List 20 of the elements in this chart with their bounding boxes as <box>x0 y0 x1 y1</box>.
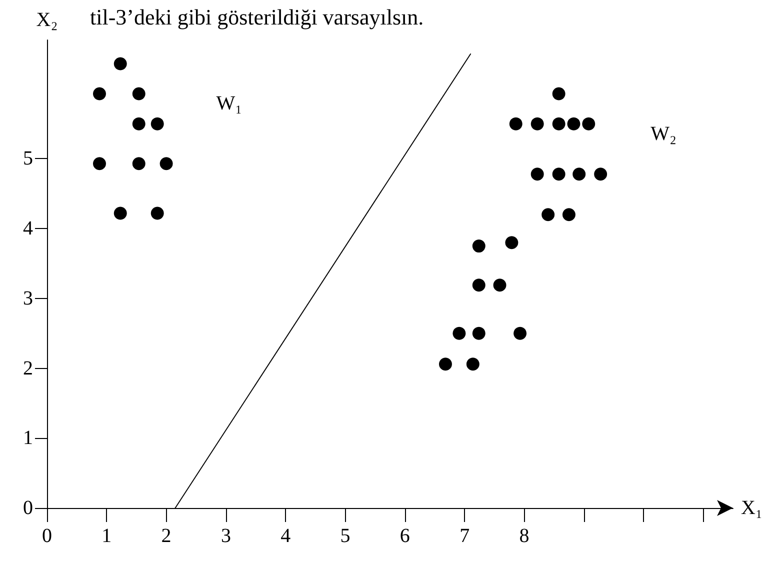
x-tick-label: 6 <box>400 525 410 547</box>
text: W₁ <box>216 92 242 115</box>
x-tick-label: 0 <box>42 525 52 547</box>
y-tick-label: 5 <box>23 148 33 170</box>
x-tick-label: 2 <box>161 525 172 547</box>
y-tick-label: 4 <box>23 218 33 240</box>
y-tick-label: 3 <box>23 287 33 310</box>
x-tick-label: 7 <box>460 525 470 547</box>
x-tick-label: 3 <box>220 525 231 547</box>
y-tick-label: 1 <box>23 427 33 450</box>
y-axis-title: X₂ <box>36 9 58 31</box>
y-tick-label: 0 <box>23 497 33 519</box>
x-tick-label: 5 <box>340 525 350 547</box>
y-tick-label: 2 <box>23 357 33 380</box>
x-axis-title: X₁ <box>741 497 762 519</box>
x-tick-label: 1 <box>102 525 112 547</box>
text: til-3’deki gibi gösterildiği varsayılsın. <box>90 4 424 30</box>
text: W₂ <box>650 122 676 145</box>
x-tick-label: 8 <box>519 525 530 547</box>
x-tick-label: 4 <box>280 525 291 547</box>
